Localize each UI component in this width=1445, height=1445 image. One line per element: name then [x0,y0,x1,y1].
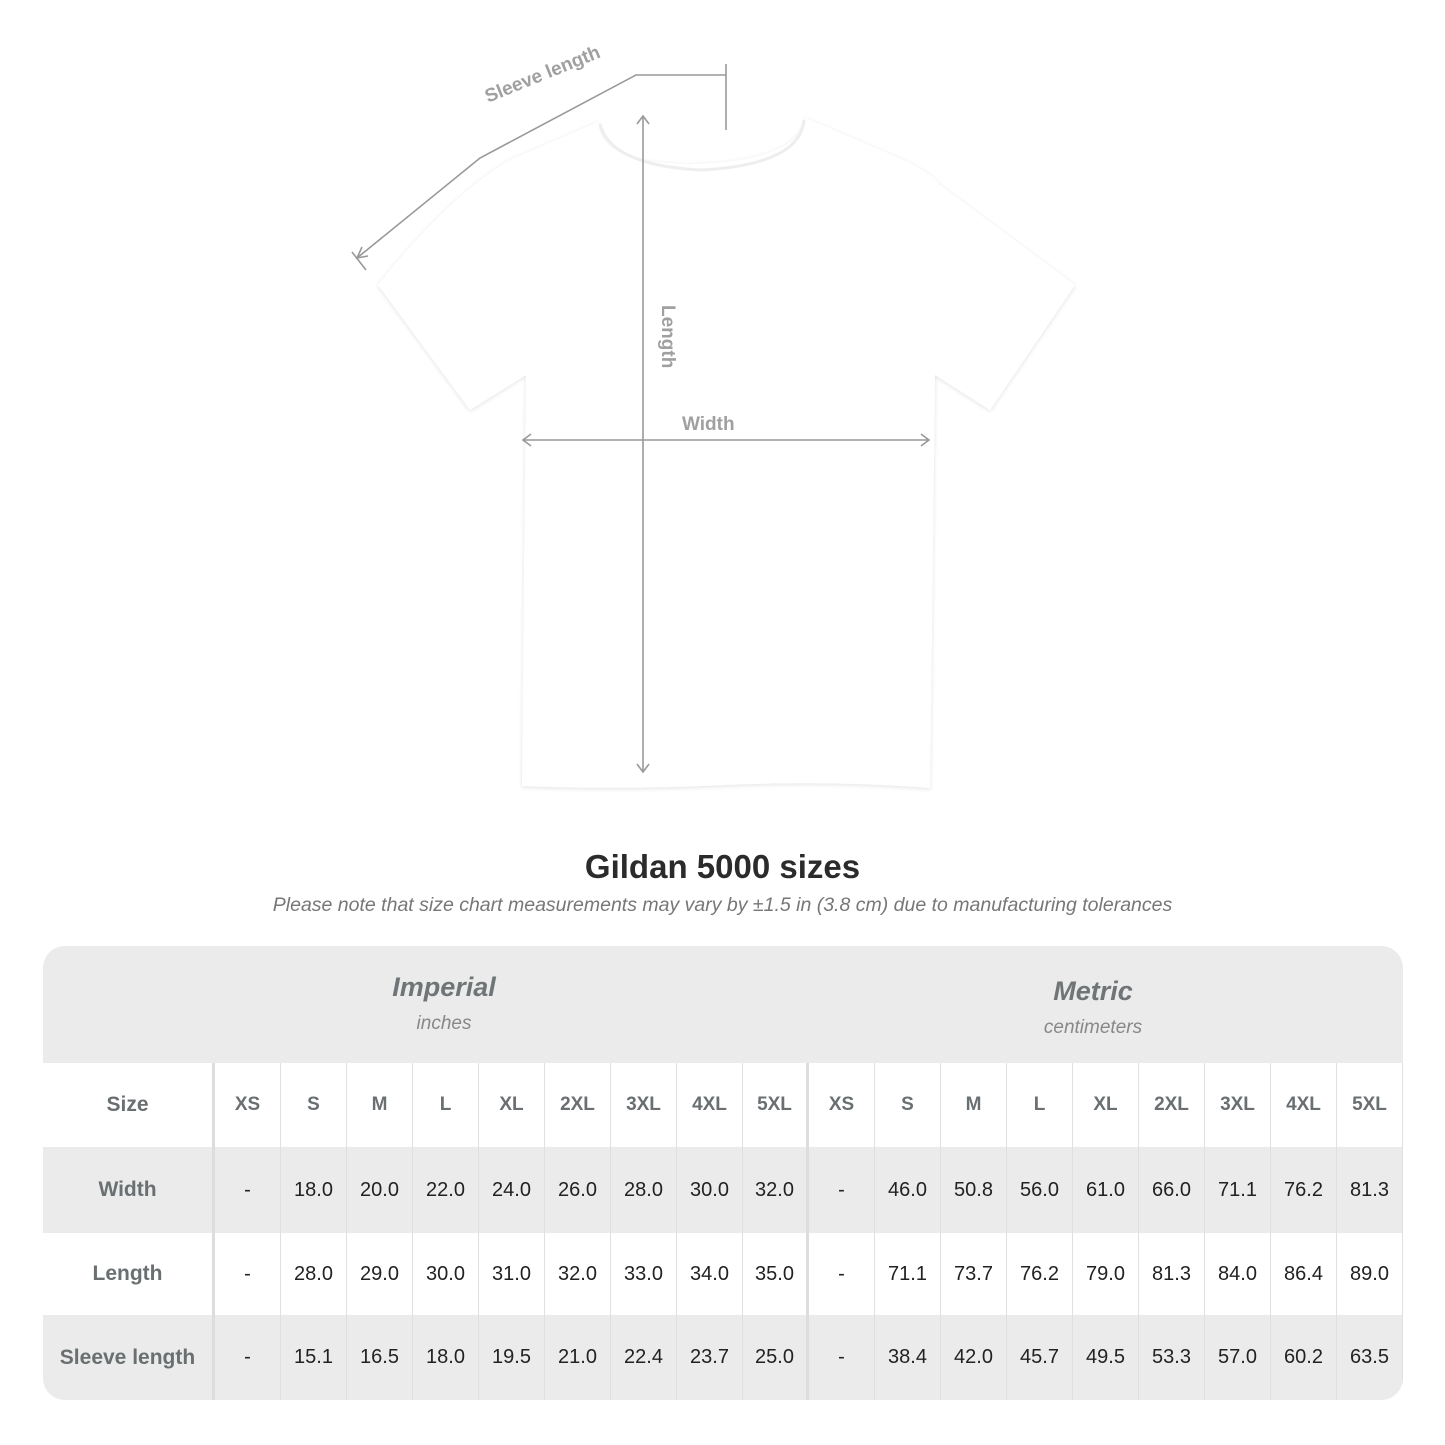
value-cell: 66.0 [1139,1147,1205,1233]
size-header-cell: M [941,1063,1007,1147]
value-cell: 20.0 [347,1147,413,1233]
size-header-cell: 5XL [743,1063,809,1147]
value-cell: 19.5 [479,1315,545,1400]
size-header-cell: 2XL [545,1063,611,1147]
size-header-cell: 3XL [1205,1063,1271,1147]
table-row: Width -18.0 20.0 22.0 24.0 26.0 28.0 30.0 32.0-4… [43,1147,1403,1233]
size-header-cell: L [1007,1063,1073,1147]
value-cell: 71.1 [875,1233,941,1315]
value-cell: 30.0 [677,1147,743,1233]
system-unit: inches [416,1013,472,1034]
value-cell: 25.0 [743,1315,809,1400]
row-label: Width [43,1147,215,1233]
value-cell: 53.3 [1139,1315,1205,1400]
header-row: Size XS S M L XL 2XL 3XL 4XL 5XL XS S M L XL 2XL 3XL 4XL 5… [43,1063,1403,1147]
value-cell: 18.0 [413,1315,479,1400]
size-header-cell: 4XL [1271,1063,1337,1147]
value-cell: 76.2 [1271,1147,1337,1233]
value-cell: 29.0 [347,1233,413,1315]
size-header-cell: L [413,1063,479,1147]
value-cell: 45.7 [1007,1315,1073,1400]
value-cell: 31.0 [479,1233,545,1315]
value-cell: 15.1 [281,1315,347,1400]
size-header-cell: S [875,1063,941,1147]
system-name: Imperial [392,972,496,1002]
value-cell: 89.0 [1337,1233,1403,1315]
size-header-cell: XS [809,1063,875,1147]
value-cell: - [809,1315,875,1400]
value-cell: - [809,1147,875,1233]
value-cell: 26.0 [545,1147,611,1233]
value-cell: 18.0 [281,1147,347,1233]
value-cell: 57.0 [1205,1315,1271,1400]
value-cell: - [215,1315,281,1400]
value-cell: 60.2 [1271,1315,1337,1400]
value-cell: 32.0 [545,1233,611,1315]
value-cell: 81.3 [1337,1147,1403,1233]
value-cell: 84.0 [1205,1233,1271,1315]
value-cell: - [215,1147,281,1233]
measure-lines [351,64,931,774]
value-cell: 79.0 [1073,1233,1139,1315]
value-cell: 34.0 [677,1233,743,1315]
value-cell: - [809,1233,875,1315]
value-cell: 22.0 [413,1147,479,1233]
size-header-cell: M [347,1063,413,1147]
row-label: Sleeve length [43,1315,215,1400]
value-cell: 61.0 [1073,1147,1139,1233]
value-cell: 30.0 [413,1233,479,1315]
imperial-header: Imperial inches [244,972,644,1035]
value-cell: 24.0 [479,1147,545,1233]
row-label: Size [43,1063,215,1147]
size-header-cell: 5XL [1337,1063,1403,1147]
value-cell: 76.2 [1007,1233,1073,1315]
value-cell: 35.0 [743,1233,809,1315]
value-cell: 33.0 [611,1233,677,1315]
value-cell: 22.4 [611,1315,677,1400]
width-label: Width [682,414,735,435]
chart-title: Gildan 5000 sizes [584,848,861,885]
tshirt-diagram [351,64,1075,788]
size-header-cell: XL [479,1063,545,1147]
value-cell: 28.0 [611,1147,677,1233]
size-header-cell: 4XL [677,1063,743,1147]
value-cell: 73.7 [941,1233,1007,1315]
tolerance-note: Please note that size chart measurements… [272,894,1173,916]
value-cell: 49.5 [1073,1315,1139,1400]
tshirt-shape [378,118,1075,788]
value-cell: 86.4 [1271,1233,1337,1315]
size-header-cell: 2XL [1139,1063,1205,1147]
system-name: Metric [1053,976,1133,1006]
value-cell: 38.4 [875,1315,941,1400]
value-cell: 28.0 [281,1233,347,1315]
value-cell: 46.0 [875,1147,941,1233]
value-cell: 21.0 [545,1315,611,1400]
size-header-cell: XL [1073,1063,1139,1147]
metric-header: Metric centimeters [893,976,1293,1039]
table-row: Sleeve length -15.1 16.5 18.0 19.5 21.0 22.4 23… [43,1315,1403,1400]
value-cell: 56.0 [1007,1147,1073,1233]
value-cell: - [215,1233,281,1315]
size-header-cell: S [281,1063,347,1147]
row-label: Length [43,1233,215,1315]
sleeve-measure-line [356,74,726,259]
size-table: Imperial inches Metric centimeters Size X… [43,946,1403,1400]
system-unit: centimeters [1043,1017,1143,1038]
value-cell: 81.3 [1139,1233,1205,1315]
value-cell: 71.1 [1205,1147,1271,1233]
size-header-cell: XS [215,1063,281,1147]
value-cell: 42.0 [941,1315,1007,1400]
table-row: Length -28.0 29.0 30.0 31.0 32.0 33.0 34.0 35.0-… [43,1233,1403,1315]
value-cell: 16.5 [347,1315,413,1400]
size-header-cell: 3XL [611,1063,677,1147]
value-cell: 32.0 [743,1147,809,1233]
value-cell: 23.7 [677,1315,743,1400]
value-cell: 50.8 [941,1147,1007,1233]
length-label: Length [657,305,678,369]
value-cell: 63.5 [1337,1315,1403,1400]
